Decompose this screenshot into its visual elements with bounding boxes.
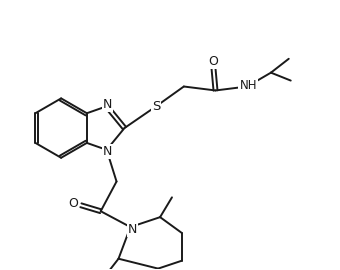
Text: S: S (152, 100, 160, 113)
Text: O: O (209, 55, 219, 68)
Text: O: O (68, 197, 78, 210)
Text: NH: NH (239, 79, 257, 92)
Text: N: N (128, 222, 137, 235)
Text: N: N (103, 145, 112, 158)
Text: N: N (103, 98, 112, 111)
